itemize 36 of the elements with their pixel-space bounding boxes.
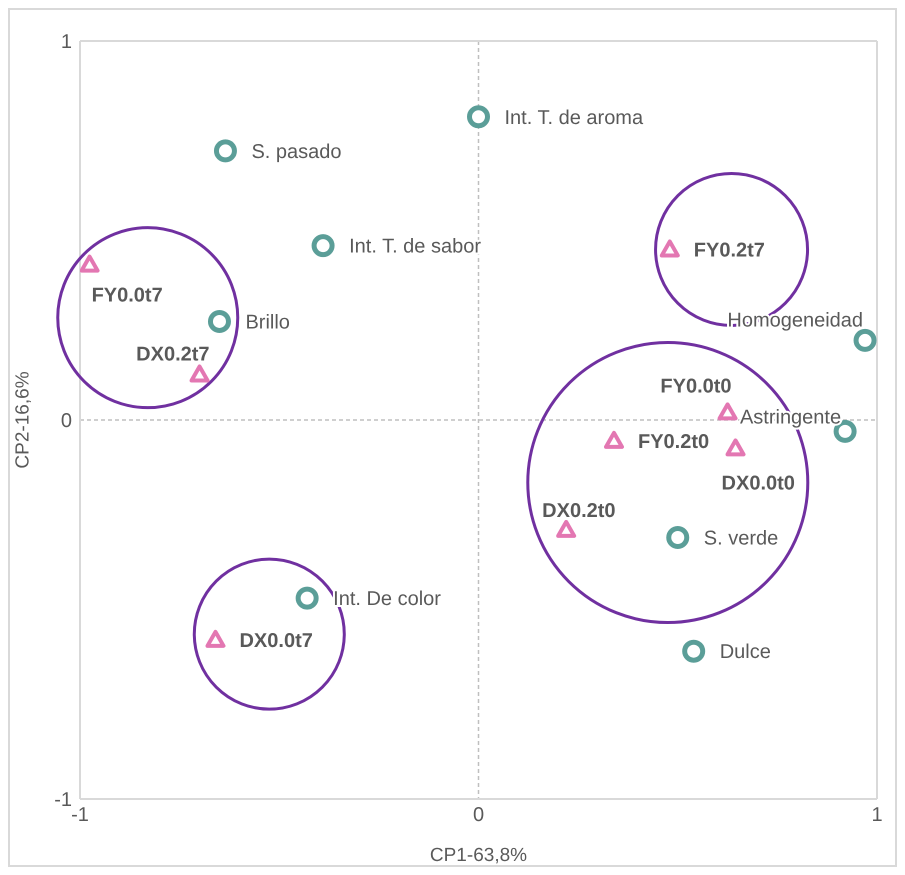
data-label: FY0.0t0 xyxy=(660,375,732,398)
data-label: DX0.0t7 xyxy=(239,630,313,652)
data-label: FY0.2t7 xyxy=(694,239,765,262)
x-tick-label: 1 xyxy=(871,804,883,826)
y-tick-label: 1 xyxy=(60,31,72,54)
point xyxy=(726,438,746,456)
point xyxy=(205,630,226,648)
y-tick-label: 0 xyxy=(60,410,72,432)
data-label: Int. T. de aroma xyxy=(504,106,644,129)
data-label: Int. T. de sabor xyxy=(349,236,482,258)
x-axis-title: CP1-63,8% xyxy=(430,845,528,866)
data-label: FY0.2t0 xyxy=(638,430,710,453)
point xyxy=(296,586,319,610)
point xyxy=(556,520,576,538)
point xyxy=(666,526,690,549)
data-label: DX0.2t0 xyxy=(542,500,616,522)
point xyxy=(214,139,237,162)
point xyxy=(682,640,706,663)
point xyxy=(467,105,490,128)
point xyxy=(660,239,680,258)
data-label: S. verde xyxy=(704,527,778,550)
data-label: Brillo xyxy=(245,311,290,334)
point xyxy=(718,402,738,420)
y-tick-label: -1 xyxy=(54,789,72,812)
data-label: DX0.0t0 xyxy=(722,472,795,494)
point xyxy=(312,234,335,258)
point xyxy=(604,430,624,449)
point xyxy=(208,310,231,333)
data-label: S. pasado xyxy=(251,140,342,163)
point xyxy=(190,364,210,383)
data-label: DX0.2t7 xyxy=(136,344,210,366)
x-tick-label: 0 xyxy=(472,804,484,826)
data-label: Dulce xyxy=(720,641,771,664)
point xyxy=(80,254,100,273)
y-axis-title: CP2-16,6% xyxy=(12,371,34,469)
data-label: FY0.0t7 xyxy=(92,284,163,307)
